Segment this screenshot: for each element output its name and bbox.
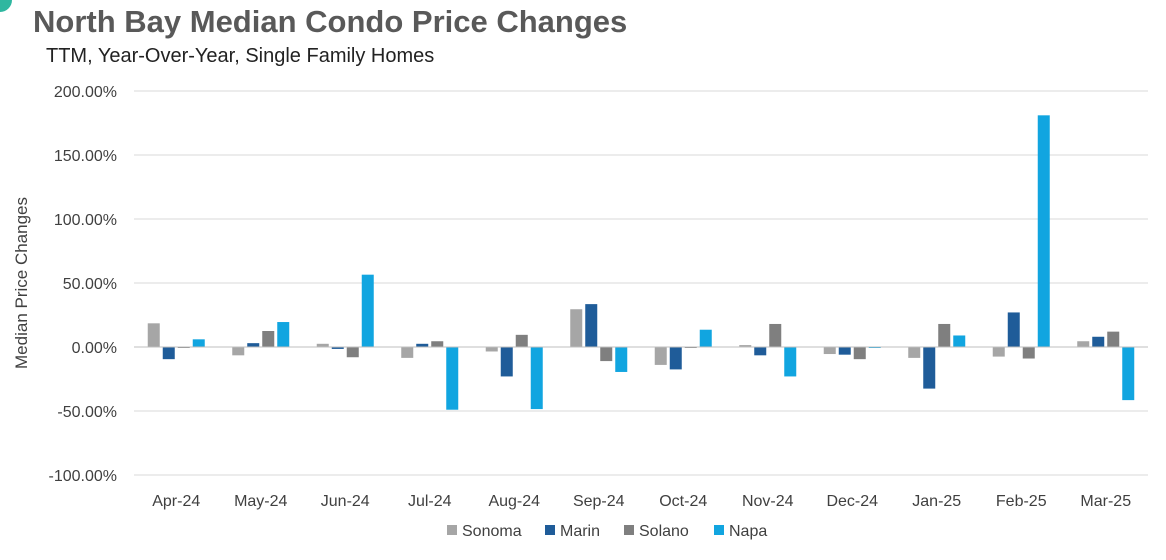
- bar-marin-may-24: [247, 343, 260, 347]
- bar-marin-feb-25: [1007, 312, 1020, 347]
- bar-solano-jan-25: [938, 323, 951, 347]
- bar-sonoma-jun-24: [316, 343, 329, 347]
- bar-sonoma-nov-24: [739, 345, 752, 347]
- bar-marin-nov-24: [754, 347, 767, 356]
- bar-marin-oct-24: [669, 347, 682, 370]
- x-tick-label: Oct-24: [659, 493, 707, 510]
- bar-marin-jun-24: [331, 347, 344, 349]
- bar-napa-jan-25: [953, 335, 966, 347]
- bar-sonoma-may-24: [232, 347, 245, 356]
- bar-sonoma-jul-24: [401, 347, 414, 358]
- bar-napa-apr-24: [192, 339, 205, 347]
- chart-subtitle: TTM, Year-Over-Year, Single Family Homes: [46, 45, 435, 67]
- y-tick-label: -100.00%: [49, 468, 118, 485]
- legend-label-solano: Solano: [639, 523, 689, 540]
- x-tick-label: Feb-25: [996, 493, 1047, 510]
- bar-napa-may-24: [277, 322, 290, 347]
- legend-swatch-sonoma: [447, 525, 457, 535]
- bar-solano-aug-24: [515, 334, 528, 347]
- legend-label-napa: Napa: [729, 523, 767, 540]
- x-tick-label: Jun-24: [321, 493, 370, 510]
- x-tick-label: Nov-24: [742, 493, 794, 510]
- legend: Sonoma Marin Solano Napa: [447, 523, 767, 540]
- bar-solano-nov-24: [769, 323, 782, 347]
- x-tick-label: Mar-25: [1080, 493, 1131, 510]
- bar-sonoma-sep-24: [570, 309, 583, 347]
- bar-napa-jul-24: [446, 347, 459, 410]
- y-tick-label: -50.00%: [57, 404, 117, 421]
- bar-solano-mar-25: [1107, 331, 1120, 347]
- bar-solano-jun-24: [346, 347, 359, 358]
- bar-sonoma-aug-24: [485, 347, 498, 352]
- bar-sonoma-jan-25: [908, 347, 921, 358]
- bar-napa-sep-24: [615, 347, 628, 372]
- bar-marin-jan-25: [923, 347, 936, 389]
- y-tick-label: 150.00%: [54, 148, 117, 165]
- bar-solano-jul-24: [431, 341, 444, 347]
- x-tick-label: Sep-24: [573, 493, 625, 510]
- y-tick-labels: 200.00% 150.00% 100.00% 50.00% 0.00% -50.00% -…: [49, 84, 118, 485]
- bar-layer: [147, 115, 1135, 410]
- bar-sonoma-mar-25: [1077, 341, 1090, 347]
- y-tick-label: 0.00%: [72, 340, 117, 357]
- y-axis-title: Median Price Changes: [12, 197, 31, 369]
- bar-napa-oct-24: [699, 329, 712, 347]
- legend-swatch-napa: [714, 525, 724, 535]
- grid-layer: [134, 90, 1148, 476]
- chart-title: North Bay Median Condo Price Changes: [33, 4, 628, 39]
- bar-marin-mar-25: [1092, 336, 1105, 347]
- y-tick-label: 200.00%: [54, 84, 117, 101]
- bar-solano-feb-25: [1022, 347, 1035, 359]
- y-tick-label: 100.00%: [54, 212, 117, 229]
- bar-marin-dec-24: [838, 347, 851, 355]
- x-tick-label: Jan-25: [912, 493, 961, 510]
- bar-napa-mar-25: [1122, 347, 1135, 401]
- bar-marin-apr-24: [162, 347, 175, 360]
- y-tick-label: 50.00%: [63, 276, 117, 293]
- x-tick-label: Aug-24: [488, 493, 540, 510]
- x-tick-labels: Apr-24 May-24 Jun-24 Jul-24 Aug-24 Sep-24 Oct-…: [152, 493, 1131, 510]
- legend-label-marin: Marin: [560, 523, 600, 540]
- bar-marin-jul-24: [416, 343, 429, 347]
- bar-marin-aug-24: [500, 347, 513, 377]
- bar-sonoma-apr-24: [147, 323, 160, 347]
- legend-label-sonoma: Sonoma: [462, 523, 522, 540]
- x-tick-label: Apr-24: [152, 493, 200, 510]
- bar-solano-sep-24: [600, 347, 613, 362]
- bar-sonoma-feb-25: [992, 347, 1005, 357]
- x-tick-label: May-24: [234, 493, 287, 510]
- x-tick-label: Dec-24: [826, 493, 878, 510]
- bar-napa-feb-25: [1037, 115, 1050, 347]
- bar-sonoma-oct-24: [654, 347, 667, 365]
- bar-solano-may-24: [262, 331, 275, 347]
- x-tick-label: Jul-24: [408, 493, 452, 510]
- bar-solano-dec-24: [853, 347, 866, 360]
- bar-napa-nov-24: [784, 347, 797, 377]
- bar-napa-jun-24: [361, 274, 374, 347]
- bar-marin-sep-24: [585, 304, 598, 347]
- legend-swatch-solano: [624, 525, 634, 535]
- bar-sonoma-dec-24: [823, 347, 836, 355]
- legend-swatch-marin: [545, 525, 555, 535]
- bar-napa-aug-24: [530, 347, 543, 410]
